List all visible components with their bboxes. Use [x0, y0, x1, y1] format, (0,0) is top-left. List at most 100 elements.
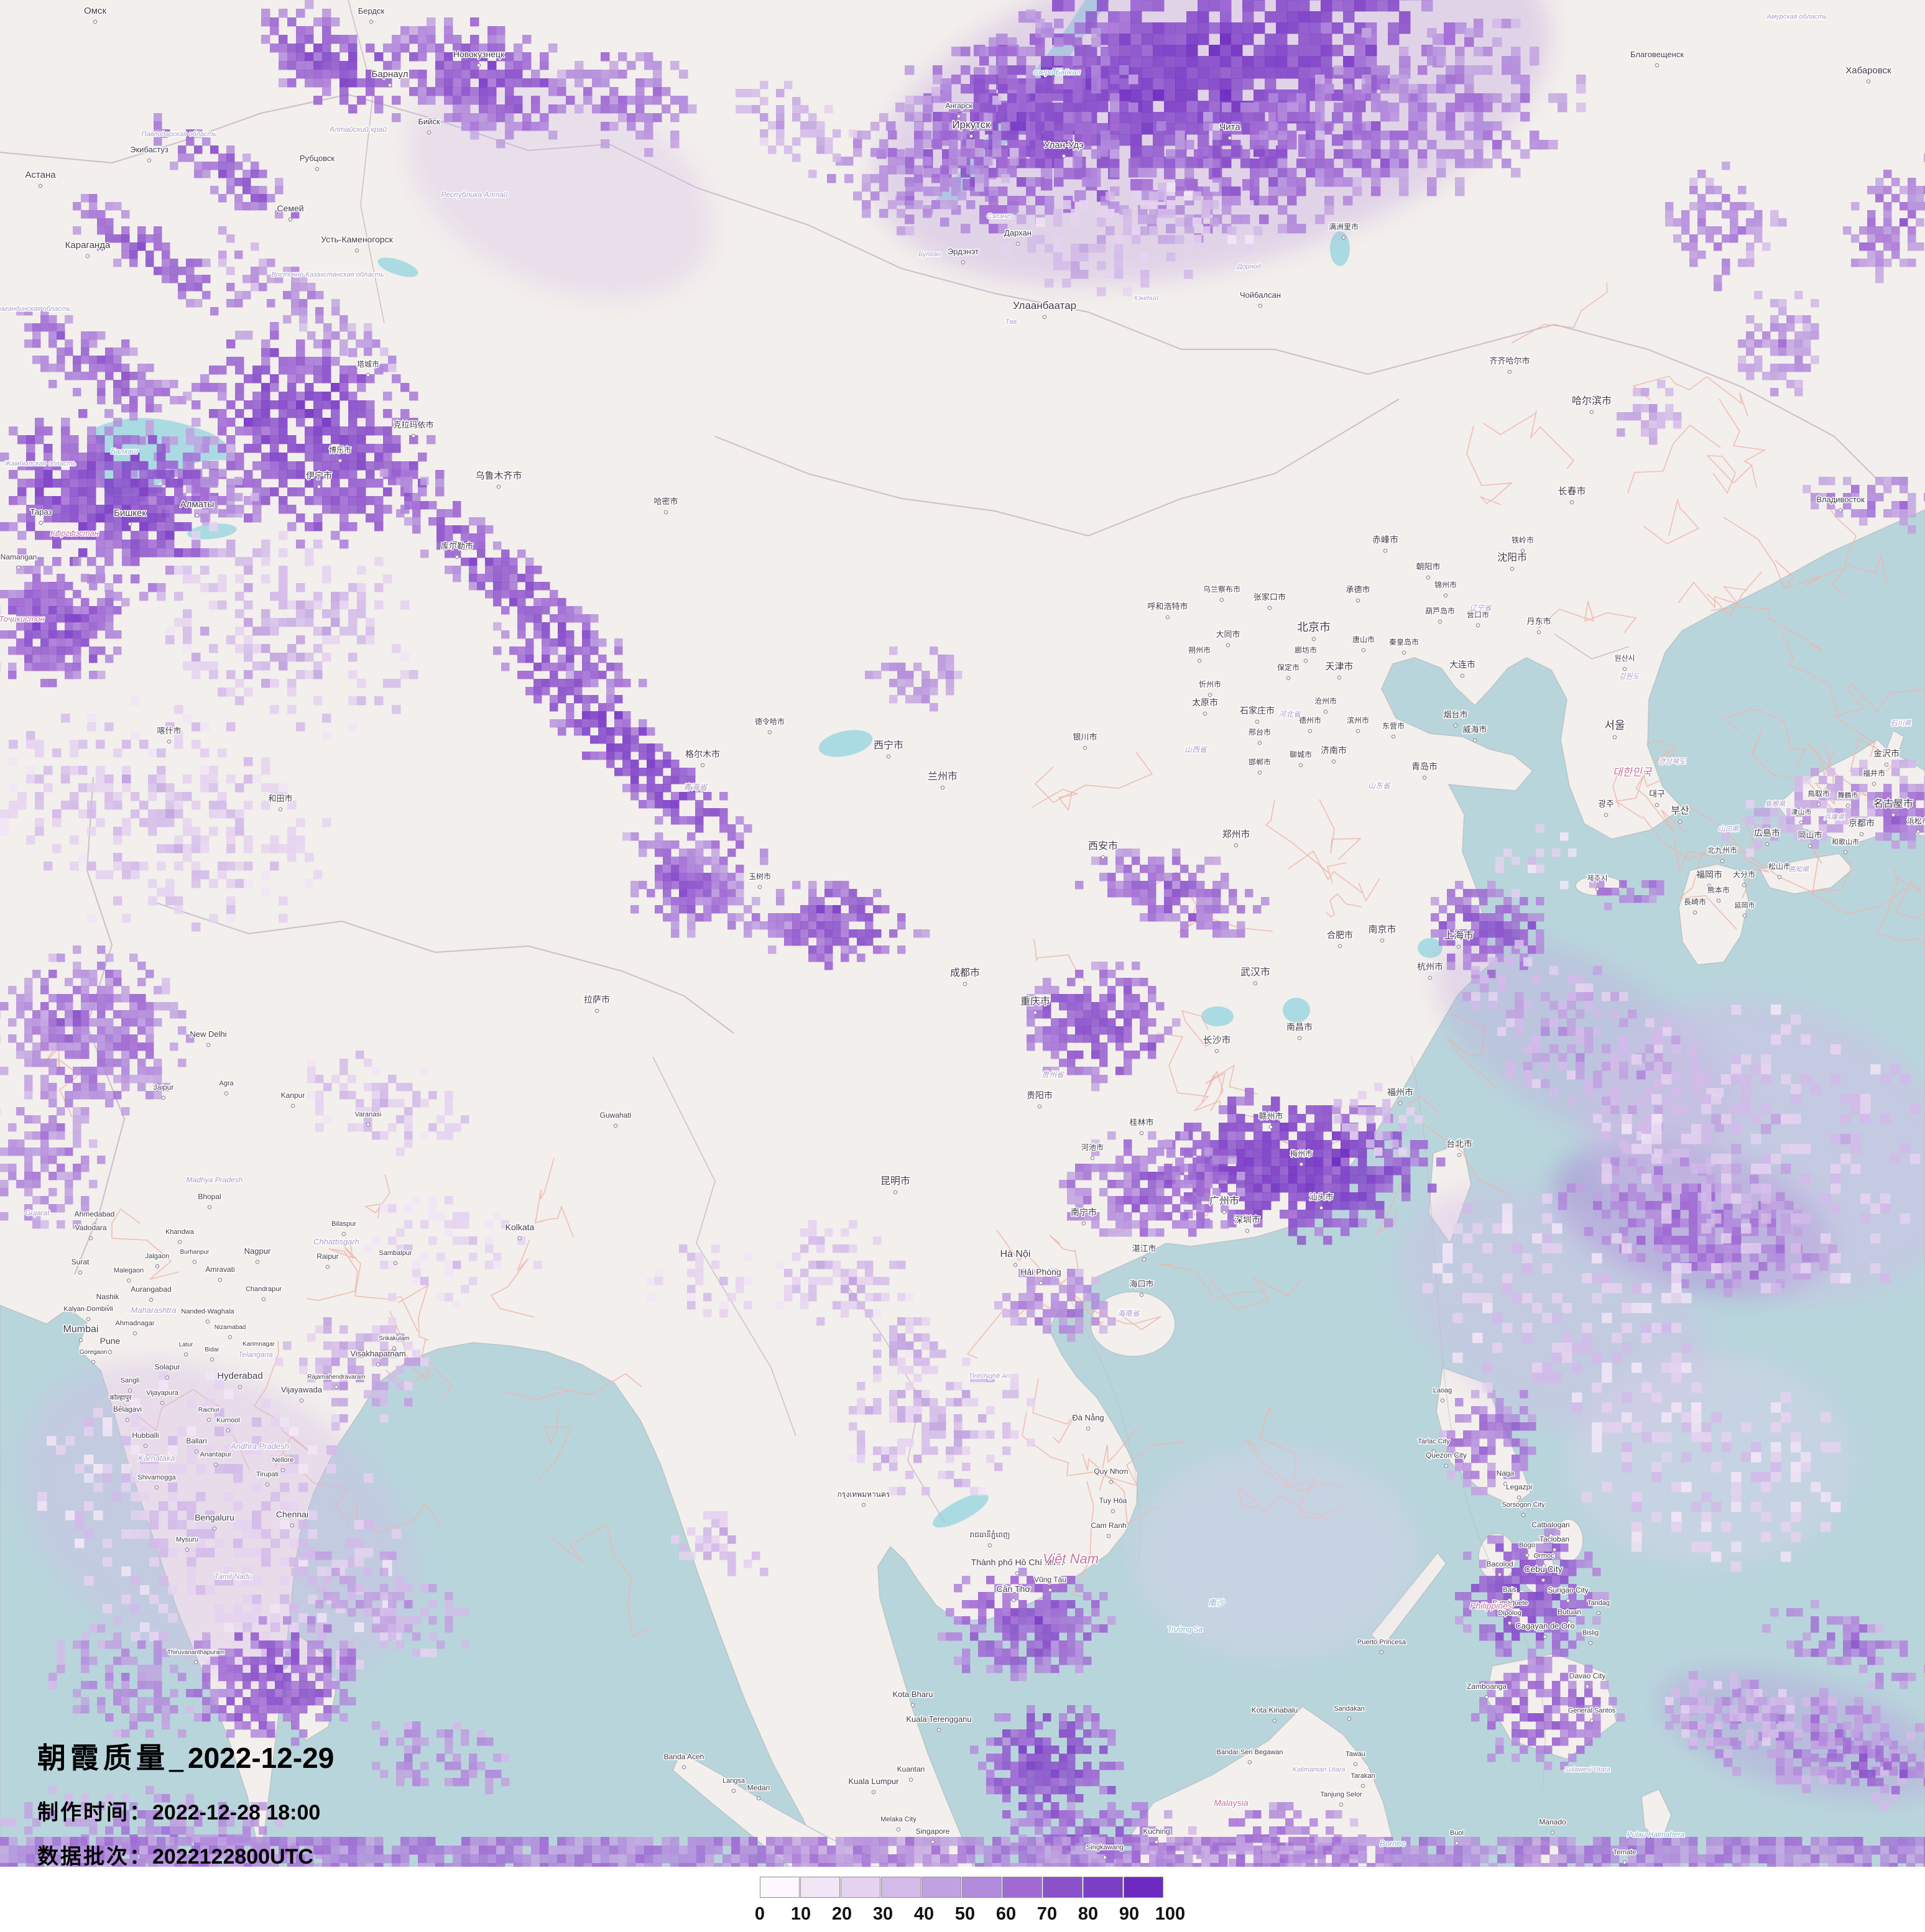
map-label: Kalimantan Utara — [1293, 1766, 1346, 1773]
map-labels-layer: Омск Бердск Новокузнецк Барнаул Бийск Рубцовс… — [0, 5, 1925, 1865]
border-kz — [348, 0, 385, 324]
map-label: Sambalpur — [379, 1249, 412, 1257]
city-dot — [1360, 1783, 1365, 1788]
city-dot — [1379, 1650, 1384, 1655]
map-label: 长沙市 — [1203, 1035, 1230, 1046]
legend-swatch — [1124, 1877, 1163, 1898]
legend-swatch — [841, 1877, 880, 1898]
map-label: Hải Phòng — [1020, 1267, 1061, 1277]
map-label: Jalgaon — [145, 1253, 170, 1260]
city-dot — [147, 158, 152, 163]
map-label: 長崎市 — [1684, 897, 1706, 906]
map-label: Zamboanga — [1467, 1682, 1507, 1691]
map-label: Guwahati — [600, 1111, 632, 1120]
map-label: Жамбылская область — [4, 460, 76, 467]
city-dot — [930, 1839, 935, 1844]
city-dot — [1552, 1547, 1557, 1552]
map-title: 朝霞质量_2022-12-29 — [37, 1736, 334, 1777]
map-label: New Delhi — [190, 1029, 226, 1039]
map-label: 延岡市 — [1735, 901, 1755, 909]
map-label: Kalyan-Dombivli — [63, 1305, 113, 1313]
lake-qinghai — [818, 730, 873, 757]
city-dot — [1799, 820, 1804, 825]
city-dot — [1347, 1716, 1352, 1721]
shikoku — [1758, 853, 1854, 895]
map-label: 海口市 — [1129, 1279, 1153, 1289]
city-dot — [1422, 775, 1427, 780]
city-dot — [280, 1468, 285, 1473]
map-label: Davao City — [1569, 1672, 1606, 1680]
city-dot — [1453, 723, 1458, 728]
map-label: 滨州市 — [1347, 715, 1369, 725]
weather-map: Омск Бердск Новокузнецк Барнаул Бийск Рубцовс… — [0, 0, 1925, 1867]
map-label: Thành phố Hồ Chí Minh — [971, 1557, 1064, 1567]
map-label: 名古屋市 — [1873, 798, 1913, 809]
map-label: Madhya Pradesh — [187, 1175, 243, 1184]
map-label: Quy Nhơn — [1094, 1467, 1128, 1476]
map-label: Булган — [918, 251, 941, 258]
city-dot — [1197, 658, 1202, 663]
map-label: Sulawesi Utara — [1564, 1766, 1610, 1773]
city-dot — [1622, 666, 1627, 671]
city-dot — [1884, 762, 1889, 767]
city-dot — [1438, 619, 1443, 624]
map-label: 库尔勒市 — [441, 541, 473, 551]
city-dot — [228, 1335, 233, 1340]
map-label: Aurangabad — [131, 1285, 171, 1294]
city-dot — [16, 565, 21, 570]
map-label: 郑州市 — [1222, 829, 1250, 840]
city-dot — [1361, 648, 1366, 653]
legend: 0 10 20 30 40 50 60 70 80 90 100 — [755, 1877, 1185, 1926]
map-label: Tỉnh Nghệ An — [969, 1373, 1010, 1380]
map-label: Чойбалсан — [1240, 290, 1281, 300]
map-label: Tamil Nadu — [215, 1572, 252, 1581]
city-dot — [1457, 1152, 1462, 1157]
city-dot — [1859, 832, 1864, 837]
city-dot — [1214, 1049, 1219, 1054]
map-label: Buol — [1450, 1829, 1464, 1837]
city-dot — [256, 1351, 261, 1356]
map-label: 舞鶴市 — [1838, 791, 1858, 799]
city-dot — [1299, 1162, 1304, 1167]
map-label: 塔城市 — [357, 359, 379, 369]
map-label: Varanasi — [355, 1111, 382, 1118]
city-dot — [288, 217, 293, 222]
map-label: Goregaon — [80, 1349, 107, 1356]
city-dot — [1165, 615, 1170, 620]
map-label: Kurnool — [216, 1417, 240, 1424]
city-dot — [212, 1526, 217, 1531]
legend-tick: 60 — [995, 1904, 1017, 1924]
map-label: Hyderabad — [217, 1371, 262, 1381]
city-dot — [78, 1338, 83, 1343]
map-label: 秦皇岛市 — [1389, 637, 1419, 646]
city-dot — [261, 1297, 266, 1302]
map-label: Kuching — [1143, 1827, 1170, 1836]
map-label: Улан-Удэ — [1044, 140, 1084, 150]
city-dot — [1507, 1598, 1512, 1603]
city-dot — [207, 1205, 212, 1210]
map-label: Chandrapur — [246, 1286, 282, 1293]
city-dot — [1891, 812, 1896, 817]
map-label: Bandar Seri Begawan — [1216, 1749, 1283, 1756]
map-label: 湛江市 — [1132, 1244, 1156, 1253]
city-dot — [1286, 676, 1291, 681]
map-label: Hubballi — [132, 1431, 159, 1440]
city-dot — [1612, 735, 1617, 740]
map-label: Malaysia — [1214, 1798, 1248, 1808]
map-label: Thiruvananthapuram — [167, 1649, 224, 1656]
city-dot — [105, 1305, 110, 1310]
map-label: 合肥市 — [1327, 930, 1353, 940]
city-dot — [757, 885, 762, 890]
map-label: 山东省 — [1368, 781, 1392, 790]
city-dot — [1033, 1010, 1038, 1015]
map-label: 赣州市 — [1258, 1111, 1283, 1121]
map-label: 贵阳市 — [1027, 1090, 1053, 1100]
map-label: Anantapur — [200, 1451, 232, 1458]
city-dot — [1536, 630, 1541, 635]
map-label: 银川市 — [1073, 732, 1097, 742]
map-label: General Santos — [1568, 1707, 1616, 1714]
map-label: Singkawang — [1086, 1844, 1124, 1851]
legend-colorbar — [760, 1877, 1164, 1898]
map-label: Чита — [1219, 122, 1240, 132]
map-label: 高知県 — [1789, 865, 1810, 873]
